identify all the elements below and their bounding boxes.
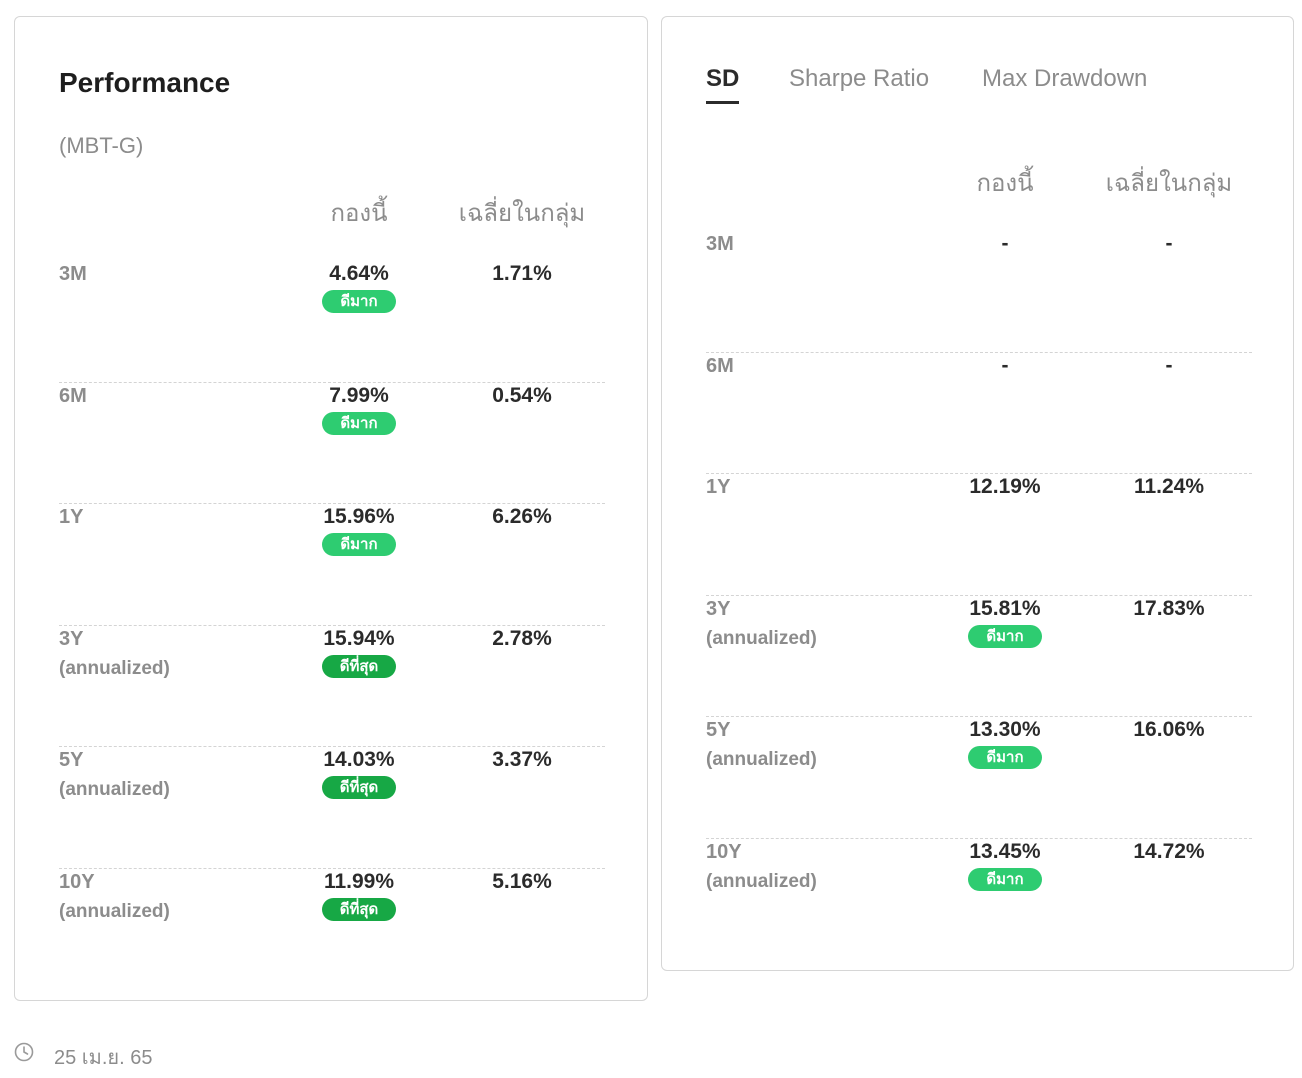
table-row: 6M - - [706,353,1252,474]
rating-badge: ดีมาก [322,411,396,435]
period-sublabel: (annualized) [706,870,817,892]
fund-value: 11.99% [323,869,395,893]
period-sublabel: (annualized) [59,779,170,800]
rating-badge: ดีมาก [968,867,1042,891]
fund-value: 13.45% [969,839,1041,863]
risk-card: SD Sharpe Ratio Max Drawdown กองนี้ เฉลี… [661,16,1294,971]
period-label: 3Y [59,627,84,650]
period-label: 10Y [706,840,742,863]
rating-badge: ดีมาก [322,290,396,313]
period-label: 5Y [59,749,84,771]
as-of-date: 25 เม.ย. 65 [54,1047,153,1069]
table-row: 1Y 12.19% 11.24% [706,474,1252,596]
performance-card: Performance (MBT-G) กองนี้ เฉลี่ยในกลุ่ม… [14,16,648,1001]
rating-badge: ดีที่สุด [322,654,396,678]
table-row: 5Y (annualized) 14.03% 3.37% ดีที่สุด [59,747,605,869]
table-row: 3Y (annualized) 15.94% 2.78% ดีที่สุด [59,626,605,747]
period-label: 3M [59,263,87,285]
category-avg-value: 2.78% [492,626,552,650]
category-avg-value: - [1165,353,1173,377]
fund-value: 13.30% [969,718,1041,741]
category-avg-value: 14.72% [1133,839,1205,863]
period-label: 1Y [706,476,731,498]
category-avg-value: 17.83% [1133,596,1205,620]
table-row: 6M 7.99% 0.54% ดีมาก [59,383,605,504]
fund-value: - [1001,232,1009,255]
period-sublabel: (annualized) [706,627,817,649]
tab-sd[interactable]: SD [706,65,740,104]
rating-badge: ดีมาก [968,624,1042,648]
period-label: 3M [706,233,734,255]
rating-badge: ดีที่สุด [322,897,396,921]
fund-code-subtitle: (MBT-G) [59,133,144,158]
period-sublabel: (annualized) [59,900,170,922]
period-label: 1Y [59,506,84,528]
fund-value: 7.99% [329,383,389,407]
table-row: 5Y (annualized) 13.30% 16.06% ดีมาก [706,717,1252,839]
table-row: 10Y (annualized) 11.99% 5.16% ดีที่สุด [59,869,605,991]
table-row: 3Y (annualized) 15.81% 17.83% ดีมาก [706,596,1252,717]
clock-icon [14,1042,34,1062]
category-avg-value: 1.71% [492,262,552,285]
fund-value: 4.64% [329,262,389,285]
rating-badge: ดีมาก [968,746,1042,769]
fund-value: 14.03% [323,748,395,771]
tab-sharpe-ratio[interactable]: Sharpe Ratio [789,65,930,92]
table-row: 1Y 15.96% 6.26% ดีมาก [59,504,605,626]
category-avg-value: - [1165,232,1173,255]
table-row: 10Y (annualized) 13.45% 14.72% ดีมาก [706,839,1252,961]
period-label: 5Y [706,719,731,741]
table-row: 3M 4.64% 1.71% ดีมาก [59,261,605,383]
rating-badge: ดีมาก [322,533,396,556]
performance-title: Performance [59,67,231,98]
fund-value: 15.96% [323,505,395,528]
fund-value: 15.94% [323,626,395,650]
period-label: 3Y [706,597,731,620]
period-label: 6M [59,384,87,407]
period-label: 6M [706,354,734,377]
period-sublabel: (annualized) [59,657,170,679]
category-avg-value: 5.16% [492,869,552,893]
category-avg-value: 3.37% [492,748,552,771]
category-avg-value: 0.54% [492,383,552,407]
period-sublabel: (annualized) [706,749,817,770]
category-avg-column-header: เฉลี่ยในกลุ่ม [458,200,586,227]
category-avg-column-header: เฉลี่ยในกลุ่ม [1105,170,1233,197]
category-avg-value: 16.06% [1133,718,1205,741]
fund-column-header: กองนี้ [976,170,1034,197]
fund-column-header: กองนี้ [330,200,388,227]
category-avg-value: 11.24% [1133,475,1205,498]
rating-badge: ดีที่สุด [322,776,396,799]
fund-value: 12.19% [969,475,1041,498]
fund-value: - [1001,353,1009,377]
period-label: 10Y [59,870,95,893]
table-row: 3M - - [706,231,1252,353]
fund-value: 15.81% [969,596,1041,620]
category-avg-value: 6.26% [492,505,552,528]
tab-max-drawdown[interactable]: Max Drawdown [982,65,1148,92]
